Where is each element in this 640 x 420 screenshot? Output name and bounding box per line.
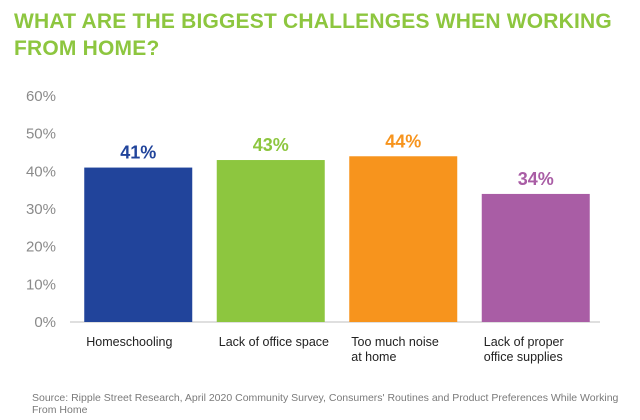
data-label: 43% bbox=[253, 135, 289, 155]
chart-title: WHAT ARE THE BIGGEST CHALLENGES WHEN WOR… bbox=[14, 10, 612, 60]
y-tick-label: 30% bbox=[26, 201, 56, 218]
y-tick-label: 60% bbox=[26, 88, 56, 105]
y-tick-label: 10% bbox=[26, 276, 56, 293]
source-note: Source: Ripple Street Research, April 20… bbox=[32, 392, 619, 416]
y-tick-label: 50% bbox=[26, 126, 56, 143]
x-tick-label: Too much noise at home bbox=[351, 335, 439, 364]
data-label: 34% bbox=[518, 169, 554, 189]
data-label: 41% bbox=[120, 143, 156, 163]
bar bbox=[481, 193, 590, 322]
x-tick-label: Homeschooling bbox=[86, 335, 173, 349]
y-axis: 0% 10% 20% 30% 40% 50% 60% bbox=[26, 88, 600, 331]
bars bbox=[84, 156, 590, 322]
x-tick-label: Lack of proper office supplies bbox=[483, 335, 564, 364]
x-tick-label: Lack of office space bbox=[218, 335, 330, 349]
y-tick-label: 40% bbox=[26, 163, 56, 180]
data-labels: 41% 43% 44% 34% bbox=[120, 131, 554, 189]
bar bbox=[349, 156, 458, 322]
bar bbox=[216, 160, 325, 322]
y-tick-label: 20% bbox=[26, 239, 56, 256]
bar bbox=[84, 167, 193, 322]
data-label: 44% bbox=[385, 131, 421, 151]
y-tick-label: 0% bbox=[34, 314, 56, 331]
